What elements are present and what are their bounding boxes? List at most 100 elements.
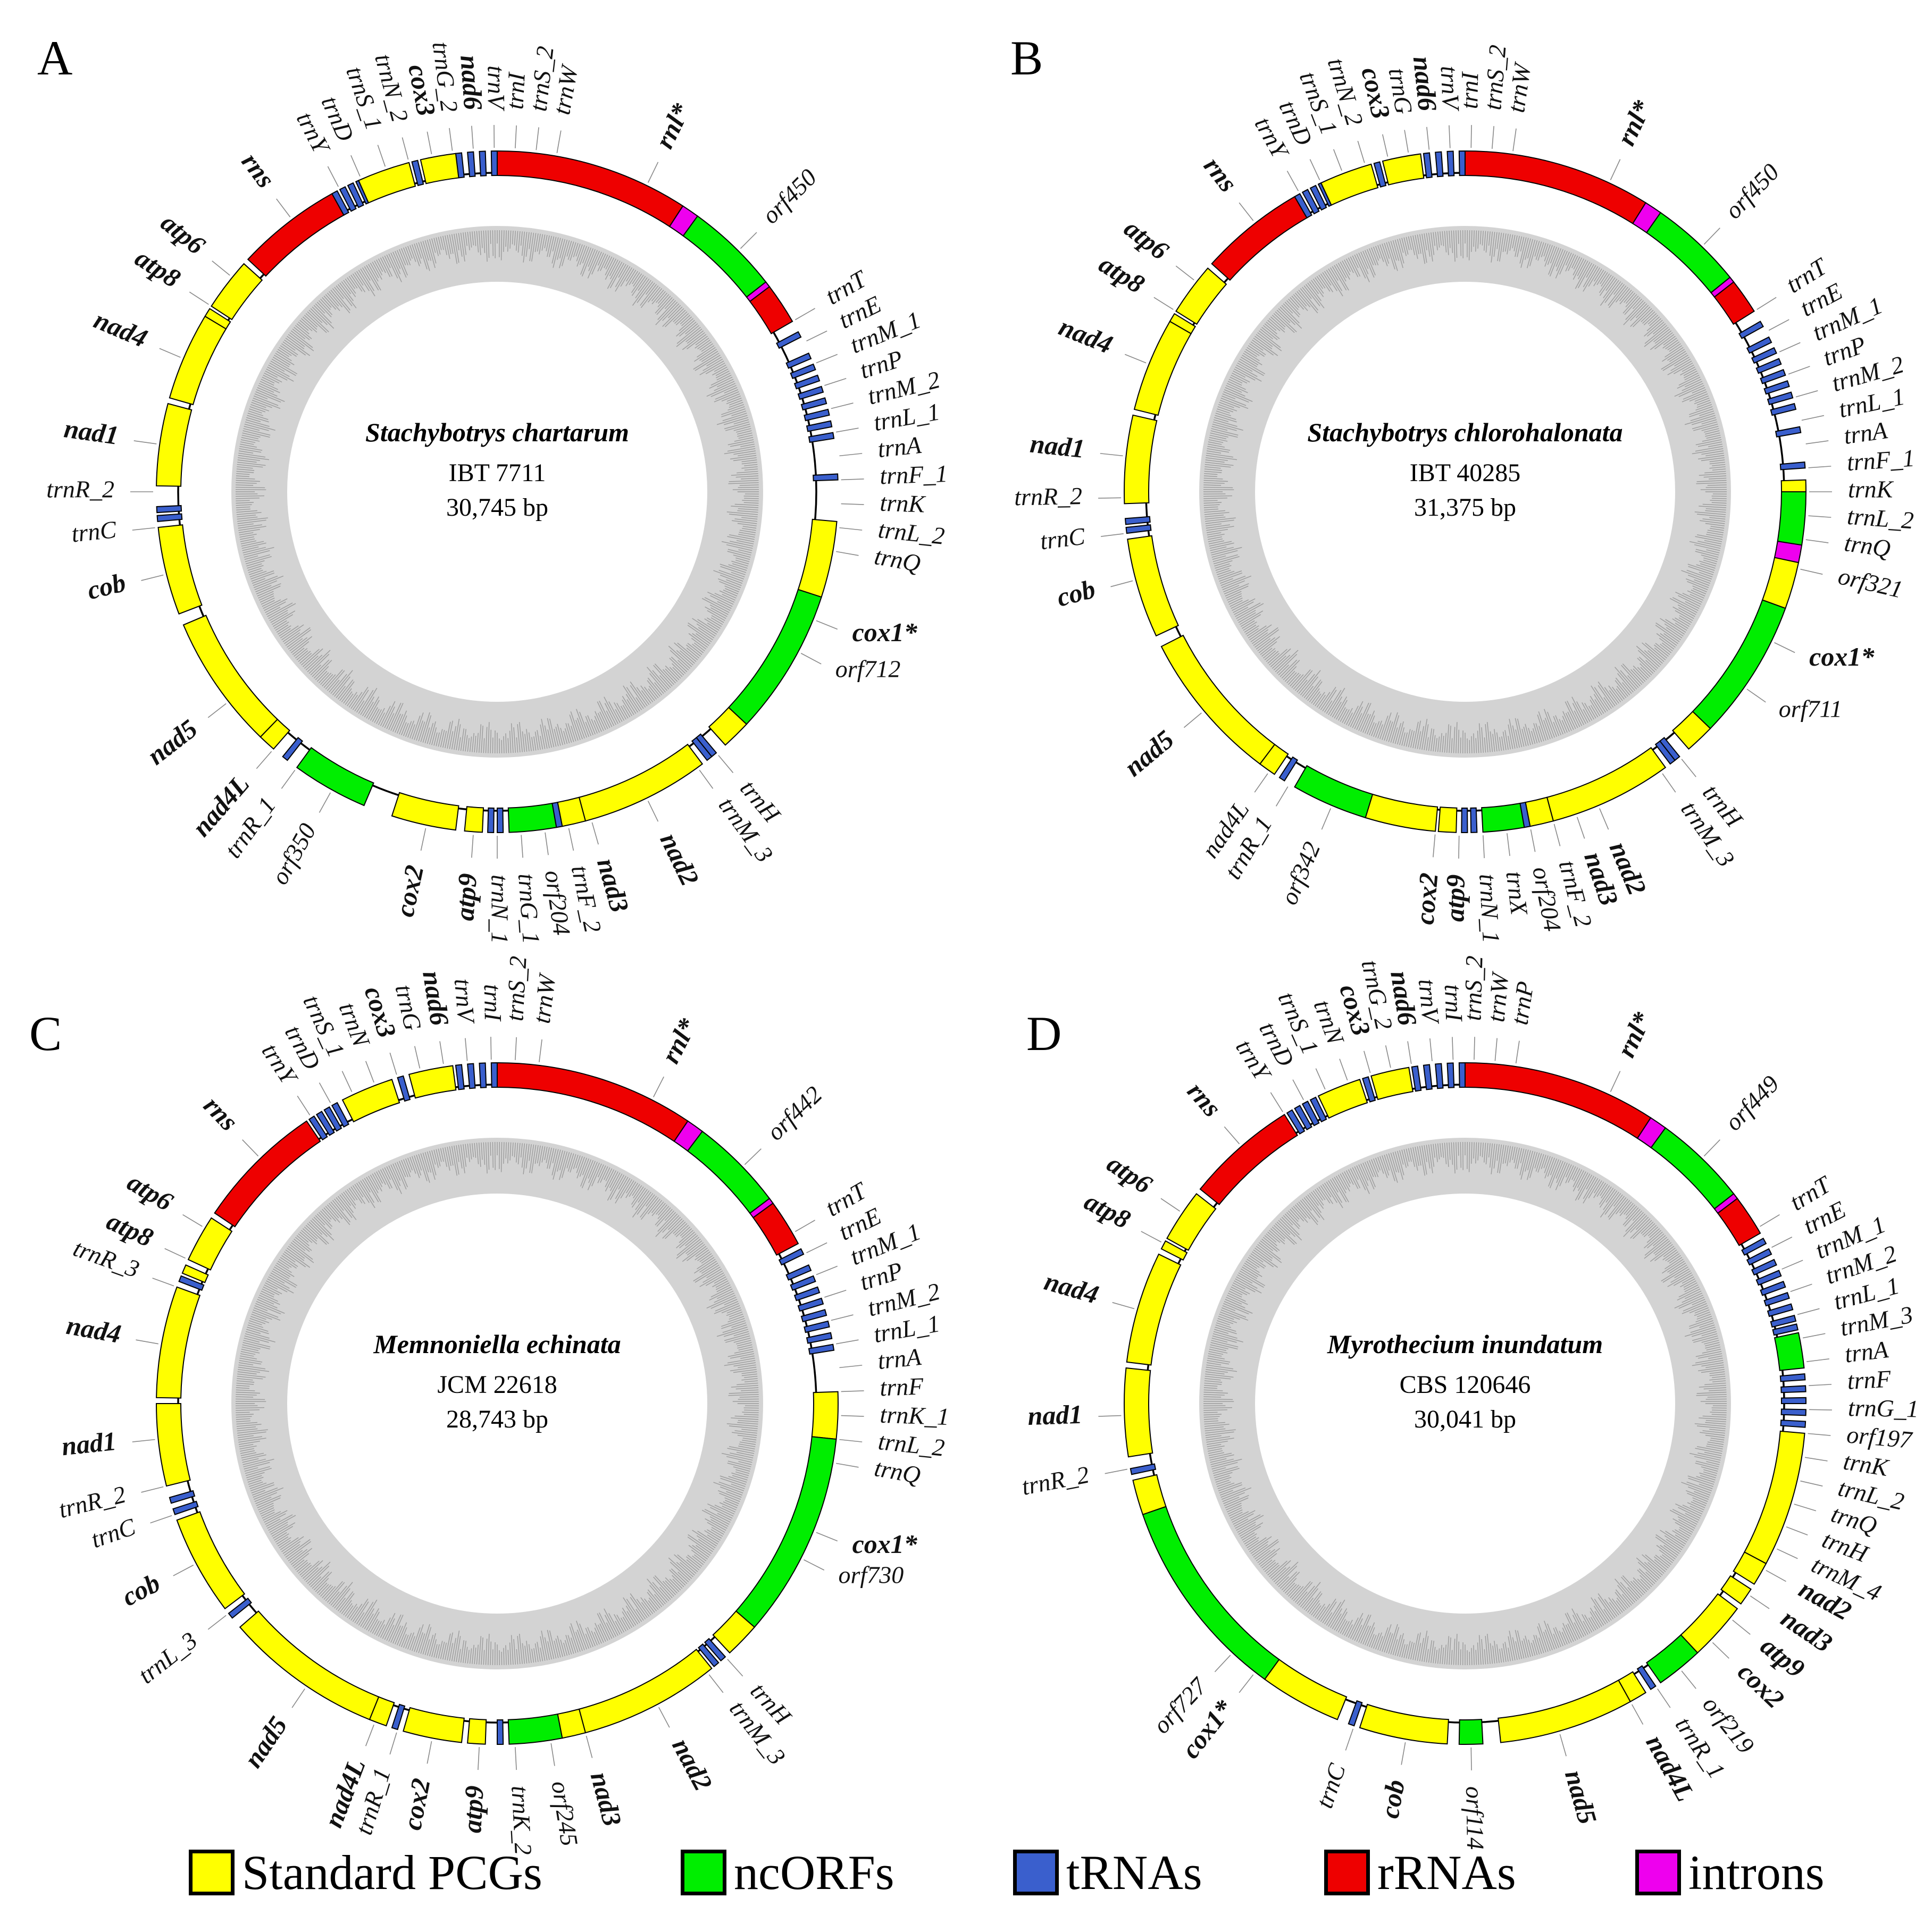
leader-line [152,1278,174,1287]
leader-line [1175,265,1194,281]
feature-trnA [1767,391,1794,406]
feature-trnD [1294,1105,1312,1131]
feature-cox1 [1761,557,1800,609]
gene-label: nad4 [1055,312,1117,359]
leader-line [389,1052,397,1075]
feature-nad6 [420,153,459,184]
feature-trnQ [1780,1397,1807,1404]
gene-label: trnG_1 [1848,1394,1919,1422]
leader-line [1491,126,1494,149]
strain-id: CBS 120646 [1400,1371,1531,1399]
leader-line [839,1365,863,1368]
feature-trnM-1 [790,363,816,380]
feature-nad6 [408,1065,457,1099]
feature-trnH [704,1638,726,1662]
leader-line [1110,580,1133,587]
feature-nad3 [1733,1551,1767,1585]
leader-line [839,527,863,531]
leader-line [1254,773,1268,793]
gene-label: nad4 [90,305,152,354]
gene-label: atp9 [449,872,482,922]
gene-label: atp6 [1119,213,1175,266]
legend-swatch-pcg [189,1850,235,1895]
gene-label: nad4 [1041,1266,1102,1309]
leader-line [515,125,517,148]
leader-line [1804,1457,1828,1462]
feature-atp9 [1437,807,1458,833]
leader-line [1809,1384,1832,1386]
leader-line [839,1439,863,1442]
feature-orf449 [1650,1127,1735,1210]
leader-line [281,769,296,789]
gene-label: orf450 [757,164,822,229]
leader-line [173,1565,194,1576]
gene-label: cob [84,567,129,606]
leader-line [816,1532,838,1542]
gene-label: trnV [1414,978,1445,1026]
leader-line [1768,319,1789,331]
leader-line [1801,415,1825,421]
gene-label: nad1 [62,413,121,450]
gene-label: cob [1374,1777,1410,1820]
leader-line [841,1415,864,1417]
leader-line [1766,1569,1786,1582]
gene-label: trnQ [1843,529,1892,562]
feature-nad2 [1743,1430,1805,1565]
feature-trnI [467,1063,476,1089]
feature-trnM-3 [691,736,713,761]
leader-line [1153,297,1174,310]
leader-line [1788,366,1810,375]
feature-orf711 [1692,599,1786,729]
leader-line [389,1732,397,1755]
genome-size: 30,745 bp [446,493,548,522]
gene-label: orf245 [546,1779,583,1848]
leader-line [1449,125,1451,148]
panel-b: trnYtrnDtrnS_1trnN_2cox3trnGnad6trnVtrnI… [1010,31,1916,944]
feature-trnI [1423,1064,1433,1090]
gene-label: trnF [1846,1365,1892,1395]
leader-line [816,354,838,364]
leader-line [164,1248,186,1259]
feature-cox3 [357,162,416,204]
leader-line [556,130,562,153]
leader-line [159,348,181,358]
leader-line [1703,228,1720,245]
gene-label: orf350 [266,819,321,889]
leader-line [794,1220,815,1232]
feature-orf342 [1294,765,1374,819]
leader-line [132,1439,155,1442]
feature-trnL-1 [1763,380,1790,395]
feature-trnW [490,150,498,177]
leader-line [1610,1071,1621,1092]
gene-label: trnW [1482,970,1513,1023]
feature-trnM-1 [1751,347,1777,364]
leader-line [647,801,659,822]
genome-size: 28,743 bp [446,1405,548,1433]
gene-label: rns [198,1090,244,1137]
leader-line [1782,1259,1803,1270]
gene-label: trnR_2 [1014,482,1083,510]
feature-trnC [1348,1700,1363,1727]
legend-trna: tRNAs [1013,1841,1202,1904]
feature-atp6 [1166,1193,1217,1251]
gene-label: trnG_1 [513,872,545,945]
panel-d: trnYtrnDtrnS_1trnNcox3trnG_2nad6trnVtrnI… [1019,955,1919,1850]
feature-trnM-3 [1763,1292,1790,1307]
gene-label: trnK [1848,476,1894,503]
panel-c: trnYtrnDtrnS_1trnNcox3trnGnad6trnVtrnItr… [29,955,950,1855]
gene-label: nad1 [60,1426,118,1461]
feature-orf321 [1777,491,1807,546]
leader-line [1797,1308,1820,1315]
gene-label: orf730 [839,1561,904,1588]
leader-line [439,1041,444,1064]
leader-line [133,440,157,444]
leader-line [426,131,432,155]
leader-line [1746,688,1766,703]
leader-line [836,427,859,433]
feature-trnW [1446,1062,1455,1088]
feature-rnl [1465,1062,1652,1139]
feature-trnV [455,1064,465,1090]
leader-line [1805,440,1829,444]
gene-label: trnL_3 [133,1626,202,1689]
leader-line [297,1095,311,1115]
